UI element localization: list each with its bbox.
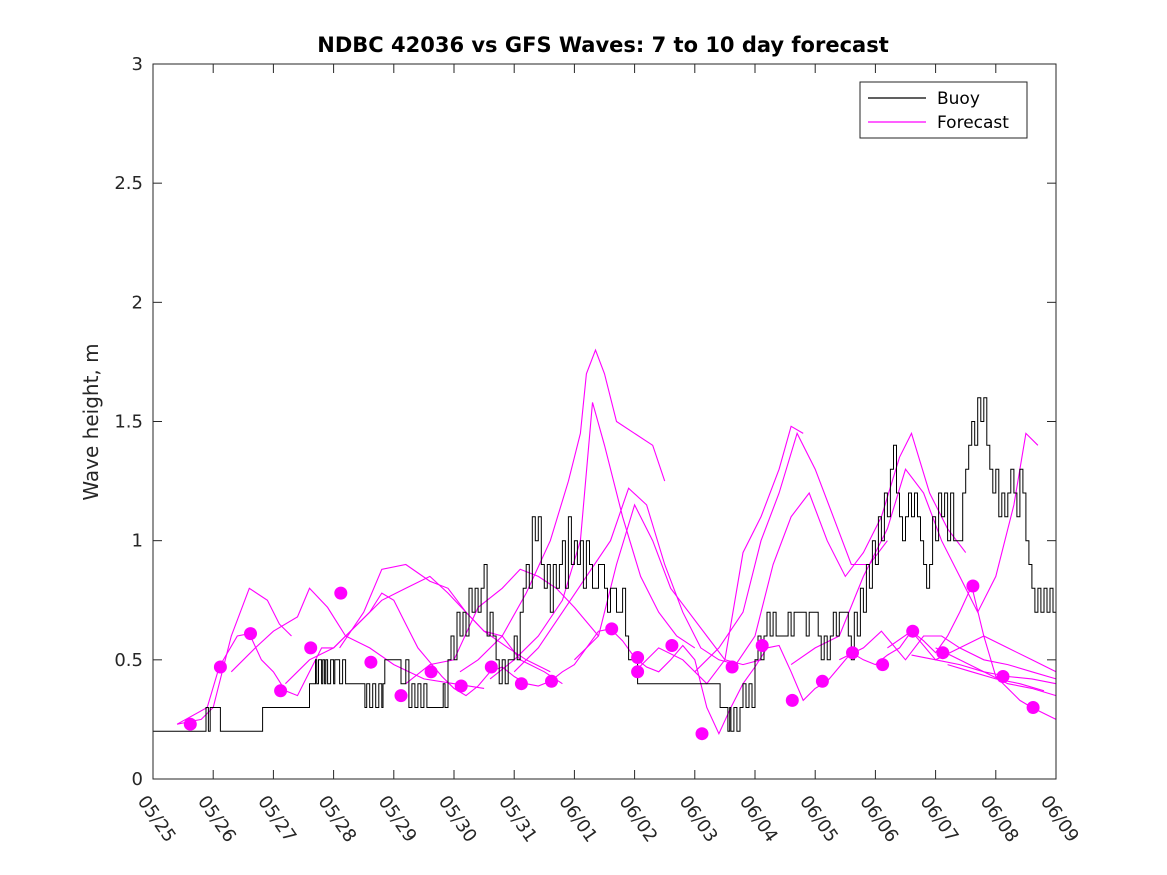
forecast-marker-20 [755, 639, 769, 652]
forecast-track-11 [694, 431, 888, 673]
plot-background [153, 64, 1056, 779]
legend: Buoy Forecast [859, 81, 1028, 139]
forecast-marker-18 [695, 727, 709, 741]
forecast-series-line [176, 584, 1057, 736]
forecast-marker-25 [906, 624, 920, 638]
forecast-track-17 [947, 664, 1045, 692]
forecast-marker-6 [334, 586, 348, 600]
forecast-marker-5 [304, 641, 318, 655]
forecast-track-12 [730, 431, 967, 673]
forecast-track-7 [489, 402, 696, 680]
forecast-track-18 [935, 647, 1057, 697]
forecast-track-2 [230, 587, 485, 689]
y-axis: 0 0.5 1 1.5 2 2.5 3 [114, 54, 1056, 790]
forecast-marker-26 [936, 646, 950, 660]
forecast-marker-16 [631, 665, 645, 679]
forecast-marker-7 [364, 655, 378, 669]
forecast-marker-10 [454, 679, 468, 693]
y-tick-label: 1 [132, 531, 143, 552]
y-tick-label: 2 [132, 292, 143, 313]
forecast-marker-13 [545, 674, 558, 688]
buoy-series-line [153, 397, 1057, 732]
y-tick-label: 0.5 [114, 650, 143, 671]
forecast-marker-3 [244, 627, 257, 641]
forecast-marker-22 [815, 674, 829, 688]
forecast-track-1 [176, 587, 292, 725]
y-tick-label: 3 [132, 54, 143, 75]
forecast-track-14 [839, 630, 1057, 680]
forecast-marker-1 [183, 717, 197, 731]
forecast-marker-27 [966, 579, 980, 593]
forecast-marker-29 [1026, 701, 1040, 714]
forecast-marker-24 [876, 658, 890, 672]
forecast-marker-2 [213, 660, 227, 674]
forecast-track-10 [634, 425, 804, 685]
forecast-marker-15 [631, 651, 645, 664]
chart-title: NDBC 42036 vs GFS Waves: 7 to 10 day for… [317, 33, 888, 57]
forecast-marker-4 [274, 684, 288, 698]
forecast-marker-14 [605, 622, 619, 636]
legend-label-buoy: Buoy [937, 89, 980, 109]
forecast-track-8 [513, 487, 738, 673]
y-axis-label: Wave height, m [79, 343, 103, 500]
y-tick-label: 1.5 [114, 412, 143, 433]
legend-box [859, 81, 1028, 139]
forecast-markers [183, 579, 1040, 741]
forecast-marker-23 [846, 646, 859, 660]
legend-label-forecast: Forecast [937, 113, 1009, 133]
forecast-track-6 [459, 348, 666, 673]
forecast-marker-8 [394, 689, 408, 703]
forecast-track-5 [405, 568, 599, 685]
forecast-marker-12 [514, 677, 528, 691]
forecast-marker-9 [424, 665, 438, 679]
y-tick-label: 0 [132, 769, 143, 790]
forecast-marker-28 [996, 670, 1010, 683]
forecast-marker-19 [725, 660, 739, 674]
plot-area [152, 63, 1057, 780]
y-tick-label: 2.5 [114, 173, 143, 194]
forecast-marker-11 [484, 660, 498, 674]
forecast-marker-21 [785, 693, 799, 707]
forecast-marker-17 [665, 639, 679, 652]
